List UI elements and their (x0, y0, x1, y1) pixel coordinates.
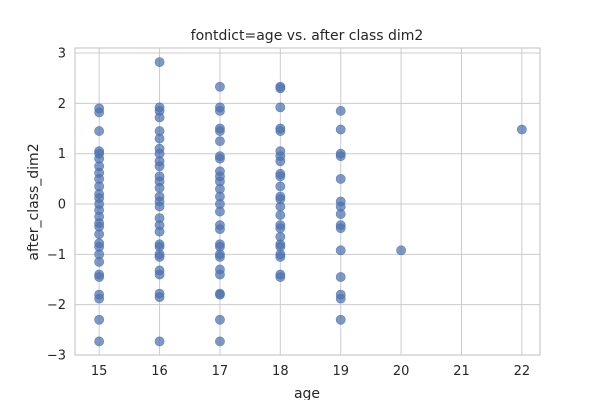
chart-title: fontdict=age vs. after class dim2 (191, 28, 424, 44)
data-point (215, 126, 225, 136)
y-tick-label: 2 (58, 97, 66, 112)
data-point (154, 161, 165, 172)
y-tick-label: −1 (47, 248, 66, 263)
data-point (335, 272, 346, 282)
data-point (94, 272, 105, 282)
y-tick-labels: −3 −2 −1 0 1 2 3 (47, 47, 66, 364)
y-tick-label: 1 (58, 147, 66, 162)
data-point (335, 245, 346, 256)
data-point (154, 112, 165, 123)
data-point (154, 57, 165, 67)
data-point (516, 124, 527, 135)
data-point (215, 251, 225, 262)
x-tick-label: 17 (212, 364, 229, 379)
x-tick-label: 16 (151, 364, 168, 379)
data-point (94, 256, 105, 267)
data-point (94, 229, 105, 240)
data-point (154, 201, 165, 212)
data-point (215, 289, 225, 300)
data-point (154, 269, 165, 280)
data-point (154, 133, 165, 144)
data-point (275, 171, 286, 182)
y-grid-lines (75, 52, 540, 356)
y-tick-label: −2 (47, 298, 66, 313)
x-axis-label: age (294, 386, 320, 400)
data-point (335, 124, 346, 135)
y-tick-label: 3 (58, 47, 66, 62)
data-point (275, 251, 286, 262)
data-point (335, 314, 346, 325)
data-point (94, 126, 105, 136)
plot-frame (74, 47, 541, 356)
data-point (94, 107, 105, 118)
data-point (275, 181, 286, 192)
x-tick-labels: 15 16 17 18 19 20 21 22 (91, 364, 530, 379)
data-point (215, 106, 225, 116)
data-point (215, 206, 225, 217)
y-tick-label: 0 (58, 198, 66, 213)
y-axis-label: after_class_dim2 (26, 143, 42, 260)
data-point (215, 336, 225, 347)
data-point (154, 336, 165, 347)
data-point (154, 183, 165, 193)
data-point (275, 272, 286, 282)
data-point (275, 223, 286, 234)
data-point (275, 83, 286, 94)
data-point (335, 106, 346, 116)
x-tick-label: 19 (332, 364, 349, 379)
y-tick-label: −3 (47, 349, 66, 364)
data-point (215, 153, 225, 164)
data-point (154, 251, 165, 262)
data-point (94, 293, 105, 304)
data-point (275, 126, 286, 136)
data-point (335, 209, 346, 219)
data-point (275, 210, 286, 220)
data-points (94, 57, 527, 347)
data-point (335, 173, 346, 184)
data-point (275, 156, 286, 167)
data-point (215, 269, 225, 280)
x-tick-label: 18 (272, 364, 289, 379)
data-point (335, 293, 346, 304)
data-point (275, 201, 286, 212)
x-tick-label: 20 (393, 364, 410, 379)
data-point (215, 314, 225, 325)
data-point (94, 314, 105, 325)
data-point (335, 151, 346, 162)
x-tick-label: 15 (91, 364, 108, 379)
x-tick-label: 22 (514, 364, 531, 379)
data-point (215, 81, 225, 92)
data-point (154, 226, 165, 237)
data-point (154, 292, 165, 303)
data-point (275, 102, 286, 113)
data-point (396, 245, 407, 256)
data-point (215, 224, 225, 235)
data-point (94, 336, 105, 347)
x-tick-label: 21 (453, 364, 470, 379)
data-point (215, 136, 225, 147)
data-point (335, 223, 346, 234)
plot-area (74, 47, 541, 356)
